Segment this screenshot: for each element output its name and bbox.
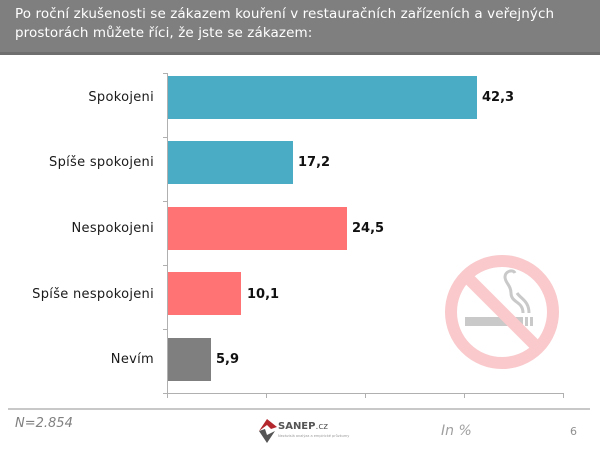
- title-divider: [0, 52, 600, 55]
- logo-text: SANEP.cz: [278, 421, 329, 432]
- y-axis-tick: [163, 73, 168, 74]
- bar-spokojeni: [168, 76, 477, 119]
- title-bar: Po roční zkušenosti se zákazem kouření v…: [0, 0, 600, 52]
- footer-divider: [8, 408, 590, 410]
- category-label: Spíše nespokojeni: [32, 287, 154, 302]
- value-label: 24,5: [352, 221, 385, 236]
- x-axis-tick: [365, 393, 366, 398]
- category-label: Nevím: [110, 352, 154, 367]
- y-axis-tick: [163, 265, 168, 266]
- bar-nespokojeni: [168, 207, 347, 250]
- x-axis-tick: [563, 393, 564, 398]
- sample-size: N=2.854: [15, 416, 73, 431]
- value-label: 17,2: [298, 155, 331, 170]
- x-axis-tick: [167, 393, 168, 398]
- y-axis: [167, 73, 168, 393]
- value-label: 5,9: [216, 352, 240, 367]
- y-axis-tick: [163, 201, 168, 202]
- category-label: Nespokojeni: [71, 221, 154, 236]
- category-label: Spokojeni: [88, 90, 154, 105]
- no-smoking-icon: [443, 253, 561, 371]
- slide-title: Po roční zkušenosti se zákazem kouření v…: [15, 6, 555, 41]
- logo-tagline: Nezávislá analýza a empirické průzkumy: [278, 434, 350, 438]
- value-label: 42,3: [482, 90, 515, 105]
- bar-nevim: [168, 338, 211, 381]
- category-label: Spíše spokojeni: [49, 155, 154, 170]
- page-number: 6: [570, 425, 577, 438]
- bar-spise-spokojeni: [168, 141, 293, 184]
- value-label: 10,1: [247, 287, 280, 302]
- x-axis-tick: [266, 393, 267, 398]
- unit-label: In %: [441, 423, 472, 439]
- sanep-logo-icon: SANEP.cz Nezávislá analýza a empirické p…: [256, 418, 356, 444]
- x-axis: [163, 393, 564, 394]
- y-axis-tick: [163, 137, 168, 138]
- bar-spise-nespokojeni: [168, 272, 241, 315]
- y-axis-tick: [163, 329, 168, 330]
- x-axis-tick: [464, 393, 465, 398]
